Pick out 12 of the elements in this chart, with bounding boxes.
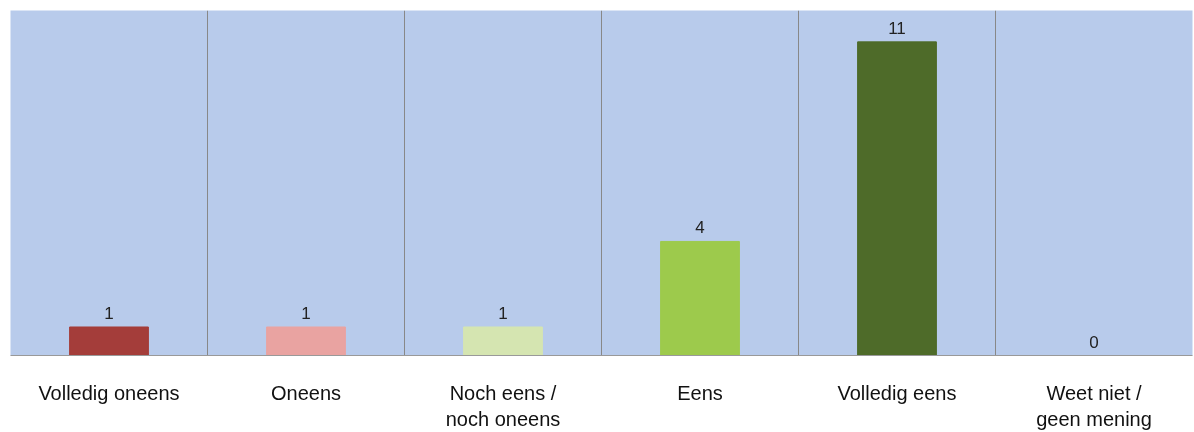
x-tick-label: Weet niet / geen mening	[1036, 381, 1152, 430]
data-label: 1	[301, 303, 311, 323]
data-label: 4	[695, 218, 705, 238]
x-tick-label: Eens	[677, 381, 723, 404]
x-tick-label: Oneens	[270, 381, 342, 404]
x-tick-label: Volledig eens	[837, 381, 957, 404]
data-label: 1	[104, 303, 114, 323]
data-label: 1	[498, 303, 508, 323]
data-label: 0	[1089, 332, 1099, 352]
x-tick-label: Noch eens / noch oneens	[445, 381, 561, 430]
data-label: 11	[888, 18, 906, 38]
x-tick-label: Volledig oneens	[38, 381, 180, 404]
